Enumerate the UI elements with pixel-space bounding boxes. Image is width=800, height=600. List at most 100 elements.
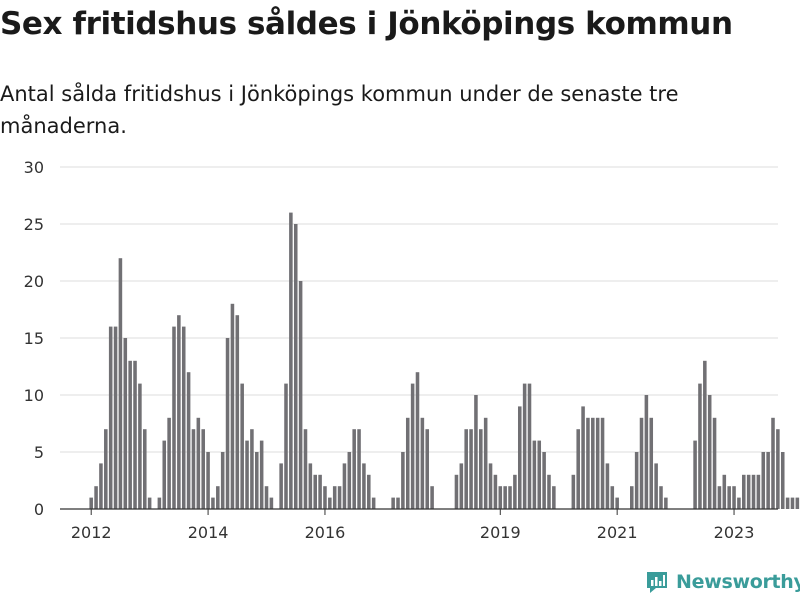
bar [464, 429, 468, 509]
bar [469, 429, 473, 509]
bar [108, 326, 113, 509]
bar [279, 463, 283, 509]
bar [703, 360, 707, 509]
bar [284, 383, 288, 509]
bar [211, 497, 215, 509]
bar [177, 315, 181, 509]
bar [162, 440, 167, 509]
bar [391, 497, 395, 509]
bar [94, 486, 98, 509]
y-tick-label: 0 [34, 500, 44, 519]
bar [235, 315, 240, 509]
bar [201, 429, 205, 509]
bar [483, 417, 488, 509]
bar [766, 452, 770, 509]
bar [742, 474, 746, 509]
bar [352, 429, 356, 509]
bar [143, 429, 147, 509]
bar [581, 406, 585, 509]
bar [649, 417, 654, 509]
bar [425, 429, 430, 509]
bar [147, 497, 152, 509]
bar [707, 395, 712, 509]
bar [634, 452, 639, 509]
bar [342, 463, 347, 509]
bar [717, 486, 722, 509]
bar [230, 303, 235, 509]
bar [517, 406, 522, 509]
bar [503, 486, 507, 509]
bar [225, 338, 230, 509]
bar [157, 497, 162, 509]
bar [605, 463, 610, 509]
bar [488, 463, 493, 509]
bar [513, 474, 517, 509]
bar [357, 429, 361, 509]
bar [216, 486, 220, 509]
chart-title: Sex fritidshus såldes i Jönköpings kommu… [0, 6, 733, 42]
bar [552, 486, 556, 509]
bar [698, 383, 702, 509]
bar [586, 417, 590, 509]
bar [138, 383, 142, 509]
bar [367, 474, 371, 509]
bar [89, 497, 93, 509]
bar [576, 429, 580, 509]
bar [644, 395, 649, 509]
bar [756, 474, 761, 509]
bar [118, 258, 123, 509]
bar [771, 417, 775, 509]
bar [508, 486, 512, 509]
y-tick-label: 5 [34, 443, 44, 462]
x-tick-label: 2016 [305, 523, 346, 542]
bar [474, 395, 478, 509]
bar [430, 486, 434, 509]
bar [727, 486, 731, 509]
bar [785, 497, 790, 509]
bar [191, 429, 196, 509]
bar [542, 452, 546, 509]
bar [654, 463, 658, 509]
bar [128, 360, 132, 509]
chart-subtitle: Antal sålda fritidshus i Jönköpings komm… [0, 82, 679, 138]
bar [639, 417, 644, 509]
bar [615, 497, 619, 509]
bar [591, 417, 595, 509]
bar [664, 497, 668, 509]
bar [776, 429, 780, 509]
bar [761, 452, 766, 509]
brand-name: Newsworthy [676, 571, 800, 593]
x-tick-label: 2019 [480, 523, 521, 542]
bar [454, 474, 459, 509]
y-axis-tick-labels: 0 5 10 15 20 25 30 [24, 158, 44, 519]
bar [298, 281, 303, 509]
bar [113, 326, 118, 509]
x-tick-label: 2021 [597, 523, 638, 542]
x-tick-label: 2014 [188, 523, 229, 542]
bar [255, 452, 259, 509]
bar [240, 383, 244, 509]
bar [308, 463, 313, 509]
bar [347, 452, 352, 509]
bar [259, 440, 264, 509]
bar [712, 417, 717, 509]
bar [722, 474, 727, 509]
bar [493, 474, 498, 509]
bar [196, 417, 201, 509]
bar [401, 452, 405, 509]
bar [498, 486, 503, 509]
bar [303, 429, 308, 509]
bar [693, 440, 697, 509]
bar [337, 486, 342, 509]
bar [537, 440, 542, 509]
bar [264, 486, 269, 509]
bar [659, 486, 663, 509]
bar [751, 474, 756, 509]
y-tick-label: 25 [24, 215, 44, 234]
x-tick-label: 2012 [71, 523, 112, 542]
bar [245, 440, 249, 509]
bar [323, 486, 327, 509]
bar [746, 474, 751, 509]
bar [459, 463, 464, 509]
bar [269, 497, 274, 509]
